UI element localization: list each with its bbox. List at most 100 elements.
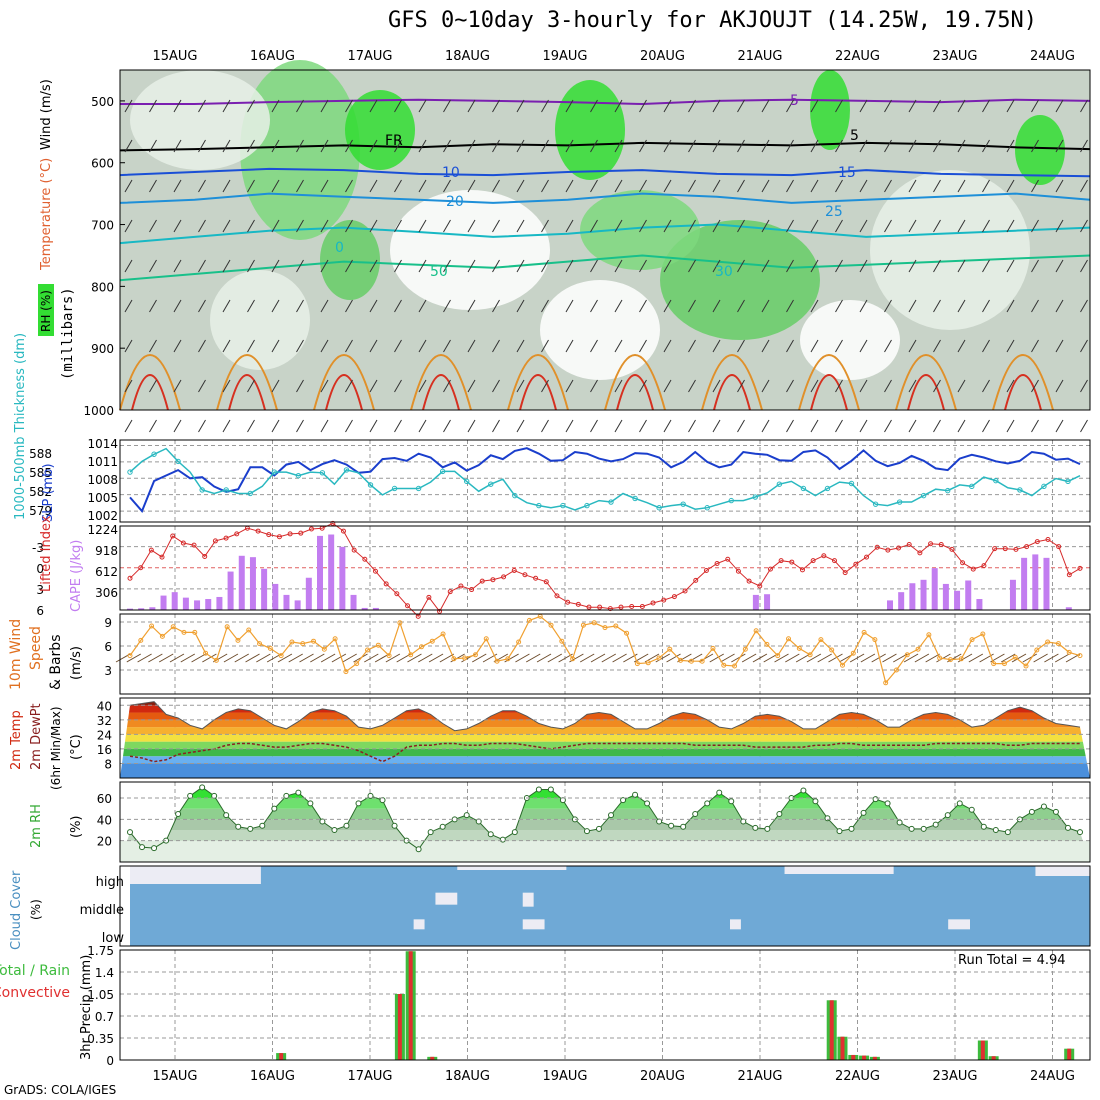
- wind-barb: [810, 379, 819, 393]
- rh-shading: [210, 270, 310, 370]
- thickness-tick: 588: [29, 447, 52, 461]
- wind-barb: [712, 379, 721, 393]
- rh-tick: 40: [97, 813, 112, 827]
- wind-speed-point: [289, 639, 295, 645]
- wind-barb: [933, 379, 941, 393]
- wind-barb: [271, 99, 280, 113]
- wind-barb: [443, 259, 451, 273]
- wind-barb: [369, 419, 378, 433]
- thickness-point: [776, 481, 783, 487]
- wind-barb-10m: [849, 653, 865, 663]
- lifted-index-point: [458, 583, 464, 589]
- wind-tick: 3: [104, 664, 112, 678]
- thickness-point: [800, 485, 807, 492]
- contour-label: 25: [825, 204, 843, 220]
- rh-tick: 60: [97, 792, 112, 806]
- rh-point: [956, 800, 963, 807]
- temp-tick: 16: [97, 743, 112, 757]
- panel-frame: [119, 525, 1091, 611]
- rh-shading: [810, 70, 850, 150]
- wind-barb-10m: [288, 653, 303, 663]
- wind-barb: [835, 99, 843, 113]
- thickness-point: [704, 505, 710, 511]
- wind-barb: [516, 299, 525, 313]
- wind-barb: [835, 219, 843, 233]
- lifted-index-point: [885, 547, 891, 553]
- rh-shading: [555, 80, 625, 180]
- wind-barb-10m: [299, 653, 314, 663]
- wind-barb: [908, 139, 917, 153]
- lifted-index-point: [276, 534, 282, 540]
- wind-barb: [1080, 339, 1088, 353]
- wind-barb: [1006, 179, 1015, 193]
- wind-barb: [957, 259, 966, 273]
- wind-barb: [443, 139, 451, 153]
- lifted-index-point: [821, 553, 827, 559]
- wind-barb: [492, 99, 500, 113]
- wind-barb-10m: [223, 653, 239, 663]
- rh-point: [487, 831, 494, 838]
- wind-speed-point: [138, 637, 144, 643]
- rh-point: [824, 815, 831, 822]
- wind-barb: [394, 219, 402, 233]
- wind-barb: [1055, 99, 1064, 113]
- wind-barb: [859, 139, 868, 153]
- wind-speed-point: [408, 652, 414, 658]
- cape-axis-label: CAPE (J/kg): [69, 540, 84, 612]
- wind-barb: [737, 179, 745, 193]
- wind-speed-point: [634, 661, 640, 667]
- wind-speed-point: [775, 653, 781, 659]
- wind-barb: [222, 219, 231, 233]
- contour-label: 5: [850, 128, 859, 144]
- wind-barb-10m: [439, 653, 455, 663]
- temperature-contour: [895, 354, 957, 411]
- wind-barb-10m: [148, 653, 163, 663]
- wind-barb: [467, 219, 476, 233]
- wind-barb: [663, 99, 672, 113]
- wind-speed-point: [829, 647, 835, 653]
- rh-point: [271, 805, 278, 812]
- wind-barb: [933, 259, 941, 273]
- wind-barb: [810, 419, 819, 433]
- lifted-index-point: [938, 541, 944, 547]
- rh-point: [704, 800, 711, 807]
- wind-barb: [614, 419, 623, 433]
- wind-barb: [614, 99, 623, 113]
- wind-speed-point: [300, 641, 306, 647]
- wind-barb: [418, 139, 427, 153]
- pressure-tick: 600: [91, 157, 114, 171]
- wind-barb: [688, 179, 696, 193]
- wind-barb: [198, 139, 206, 153]
- wind-barb: [859, 179, 868, 193]
- pressure-tick: 800: [91, 280, 114, 294]
- wind-barb: [639, 259, 647, 273]
- rh-point: [620, 797, 627, 804]
- wind-speed-point: [796, 645, 802, 651]
- rh-point: [391, 822, 398, 829]
- thickness-point: [969, 483, 975, 490]
- lifted-index-point: [864, 554, 870, 560]
- wind-axis-label: 10m Wind: [8, 619, 24, 690]
- lifted-index-point: [1045, 537, 1051, 543]
- wind-barb: [1006, 99, 1015, 113]
- rh-shading: [800, 300, 900, 380]
- wind-barb: [688, 299, 696, 313]
- wind-speed-point: [667, 646, 673, 652]
- rh-point: [463, 812, 470, 819]
- lifted-index-point: [714, 560, 720, 566]
- wind-barb: [590, 99, 598, 113]
- wind-barb: [149, 259, 157, 273]
- wind-barb: [761, 379, 770, 393]
- lifted-index-point: [373, 568, 379, 574]
- temp-tick: 40: [97, 699, 112, 713]
- cape-tick: 1224: [87, 523, 118, 537]
- wind-barb: [516, 219, 525, 233]
- wind-barb: [541, 339, 549, 353]
- wind-barb: [149, 339, 157, 353]
- cloud-axis-label: Cloud Cover: [9, 870, 24, 950]
- wind-barb: [908, 379, 917, 393]
- wind-barb: [786, 219, 794, 233]
- rh-point: [499, 836, 506, 843]
- lifted-index-point: [148, 547, 154, 553]
- wind-barb-10m: [158, 653, 174, 663]
